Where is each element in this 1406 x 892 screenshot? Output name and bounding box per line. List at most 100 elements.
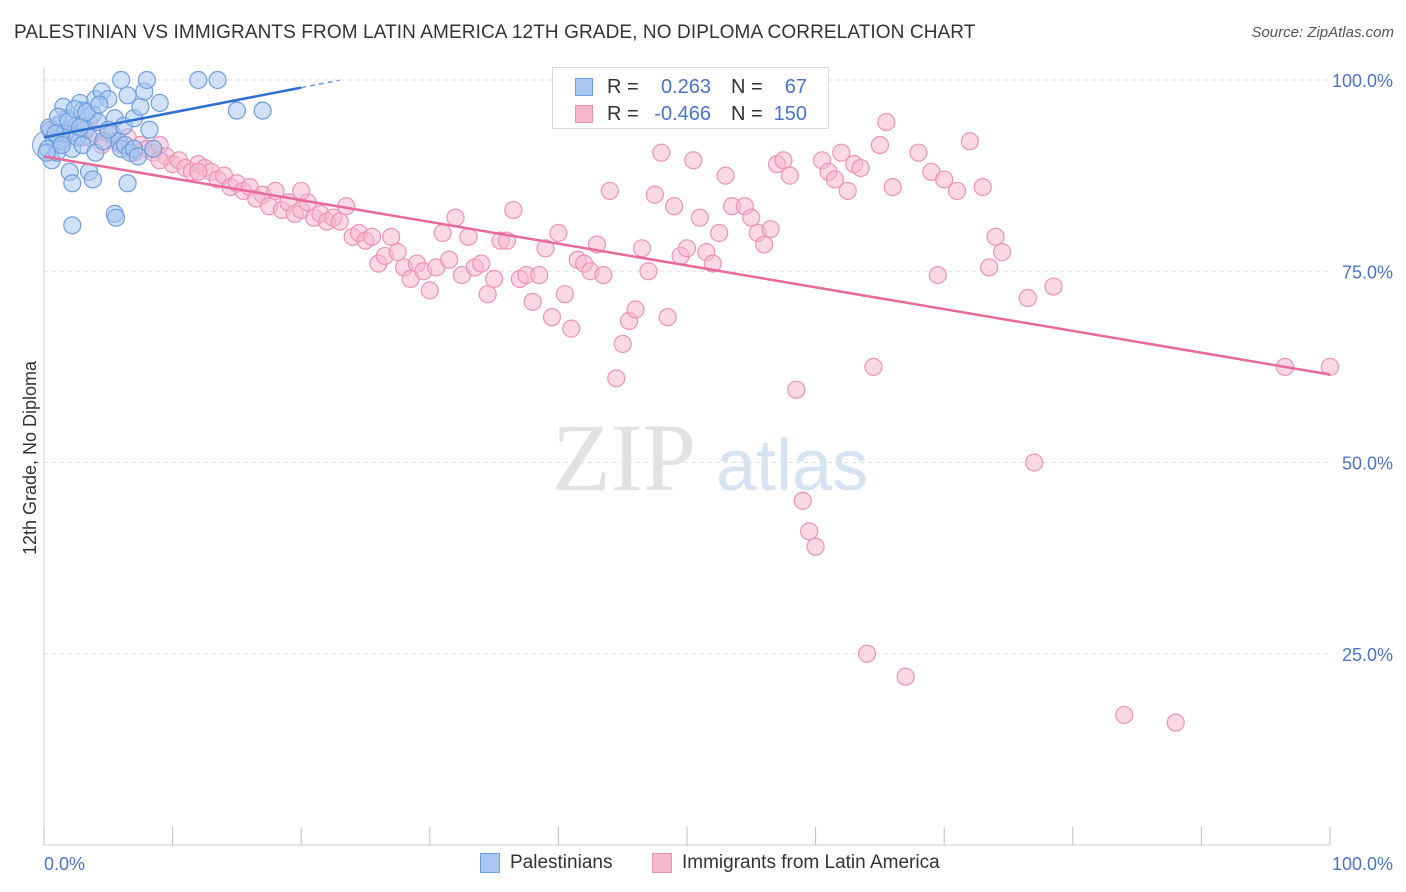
latin-america-n-value: 150 xyxy=(773,102,807,125)
y-tick-label: 50.0% xyxy=(1342,454,1393,474)
r-label: R = xyxy=(607,102,639,125)
watermark: ZIP atlas xyxy=(552,404,868,511)
latin-america-point xyxy=(896,667,915,686)
palestinians-swatch xyxy=(480,853,500,873)
palestinians-point xyxy=(208,70,227,90)
axes xyxy=(43,68,1331,846)
latin-america-point xyxy=(478,285,497,304)
latin-america-point xyxy=(851,158,870,178)
latin-america-point xyxy=(806,537,825,556)
palestinians-point xyxy=(140,120,159,139)
latin-america-point xyxy=(362,227,382,246)
latin-america-point xyxy=(677,239,697,258)
palestinians-trend-line xyxy=(43,86,302,139)
legend-item-palestinians[interactable]: Palestinians xyxy=(480,852,612,874)
latin-america-point xyxy=(690,208,709,227)
latin-america-point xyxy=(594,265,613,285)
palestinians-point xyxy=(90,95,109,114)
latin-america-point xyxy=(420,281,439,300)
latin-america-point xyxy=(600,181,619,201)
latin-america-point xyxy=(626,300,645,319)
palestinians-point xyxy=(106,208,126,227)
latin-america-point xyxy=(793,491,812,510)
latin-america-point xyxy=(523,292,542,311)
source-label: Source: ZipAtlas.com xyxy=(1251,24,1394,41)
palestinians-point xyxy=(137,70,156,90)
latin-america-point xyxy=(857,644,877,663)
latin-america-point xyxy=(530,265,549,285)
latin-america-point xyxy=(864,357,883,376)
latin-america-point xyxy=(1025,453,1044,472)
latin-america-point xyxy=(986,227,1005,246)
r-label: R = xyxy=(607,75,639,98)
series-legend: Palestinians Immigrants from Latin Ameri… xyxy=(0,852,1406,878)
trend-lines xyxy=(43,79,1331,376)
palestinians-point xyxy=(52,135,72,155)
latin-america-point xyxy=(632,239,652,258)
palestinians-point xyxy=(118,174,137,193)
palestinians-point xyxy=(253,101,272,120)
latin-america-point xyxy=(542,308,562,327)
latin-america-point xyxy=(433,223,452,243)
palestinians-point xyxy=(128,147,147,166)
palestinians-point xyxy=(131,97,150,116)
latin-america-point xyxy=(838,181,857,201)
latin-america-point xyxy=(825,170,844,189)
palestinians-point xyxy=(227,101,246,120)
legend-row-palestinians: R = 0.263 N = 67 xyxy=(575,74,807,100)
latin-america-point xyxy=(459,227,478,246)
y-tick-label: 25.0% xyxy=(1342,645,1393,665)
latin-america-point xyxy=(992,243,1012,262)
latin-america-point xyxy=(1018,288,1037,308)
palestinians-point xyxy=(150,93,169,113)
palestinians-points xyxy=(32,70,272,235)
latin-america-point xyxy=(388,243,407,262)
latin-america-trend-line xyxy=(43,155,1331,376)
latin-america-point xyxy=(787,380,806,399)
latin-america-point xyxy=(189,162,208,181)
latin-america-point xyxy=(652,143,671,162)
latin-america-point xyxy=(870,135,890,155)
latin-america-point xyxy=(1166,713,1185,732)
palestinians-point xyxy=(189,70,208,90)
latin-america-point xyxy=(639,262,658,281)
latin-america-point xyxy=(980,258,999,277)
latin-america-point xyxy=(742,208,761,227)
n-label: N = xyxy=(731,75,763,98)
watermark-atlas: atlas xyxy=(716,426,868,506)
legend-label-latin-america: Immigrants from Latin America xyxy=(682,852,940,873)
palestinians-point xyxy=(63,174,82,193)
palestinians-point xyxy=(63,216,82,235)
latin-america-point xyxy=(832,143,851,162)
latin-america-point xyxy=(877,112,896,132)
latin-america-point xyxy=(928,265,947,285)
latin-america-point xyxy=(658,308,677,327)
latin-america-point xyxy=(613,334,632,354)
latin-america-point xyxy=(703,254,722,273)
correlation-legend: R = 0.263 N = 67 R = -0.466 N = 150 xyxy=(552,67,829,129)
latin-america-point xyxy=(761,220,780,239)
latin-america-point xyxy=(555,285,574,304)
latin-america-point xyxy=(774,151,793,170)
latin-america-point xyxy=(1044,277,1063,296)
latin-america-point xyxy=(755,235,774,254)
latin-america-point xyxy=(439,250,459,269)
palestinians-point xyxy=(70,118,90,137)
chart-title: PALESTINIAN VS IMMIGRANTS FROM LATIN AME… xyxy=(14,22,976,43)
latin-america-swatch xyxy=(575,105,593,123)
latin-america-r-value: -0.466 xyxy=(654,102,711,125)
latin-america-point xyxy=(947,181,967,201)
latin-america-point xyxy=(562,319,581,338)
palestinians-point xyxy=(83,170,102,189)
watermark-zip: ZIP xyxy=(552,404,696,511)
legend-item-latin-america[interactable]: Immigrants from Latin America xyxy=(652,852,940,874)
palestinians-n-value: 67 xyxy=(784,75,807,98)
latin-america-point xyxy=(607,369,626,388)
latin-america-point xyxy=(935,170,954,189)
latin-america-point xyxy=(504,200,523,220)
latin-america-point xyxy=(536,239,555,258)
latin-america-point xyxy=(960,132,980,151)
legend-row-latin-america: R = -0.466 N = 150 xyxy=(575,101,807,127)
palestinians-swatch xyxy=(575,78,593,96)
